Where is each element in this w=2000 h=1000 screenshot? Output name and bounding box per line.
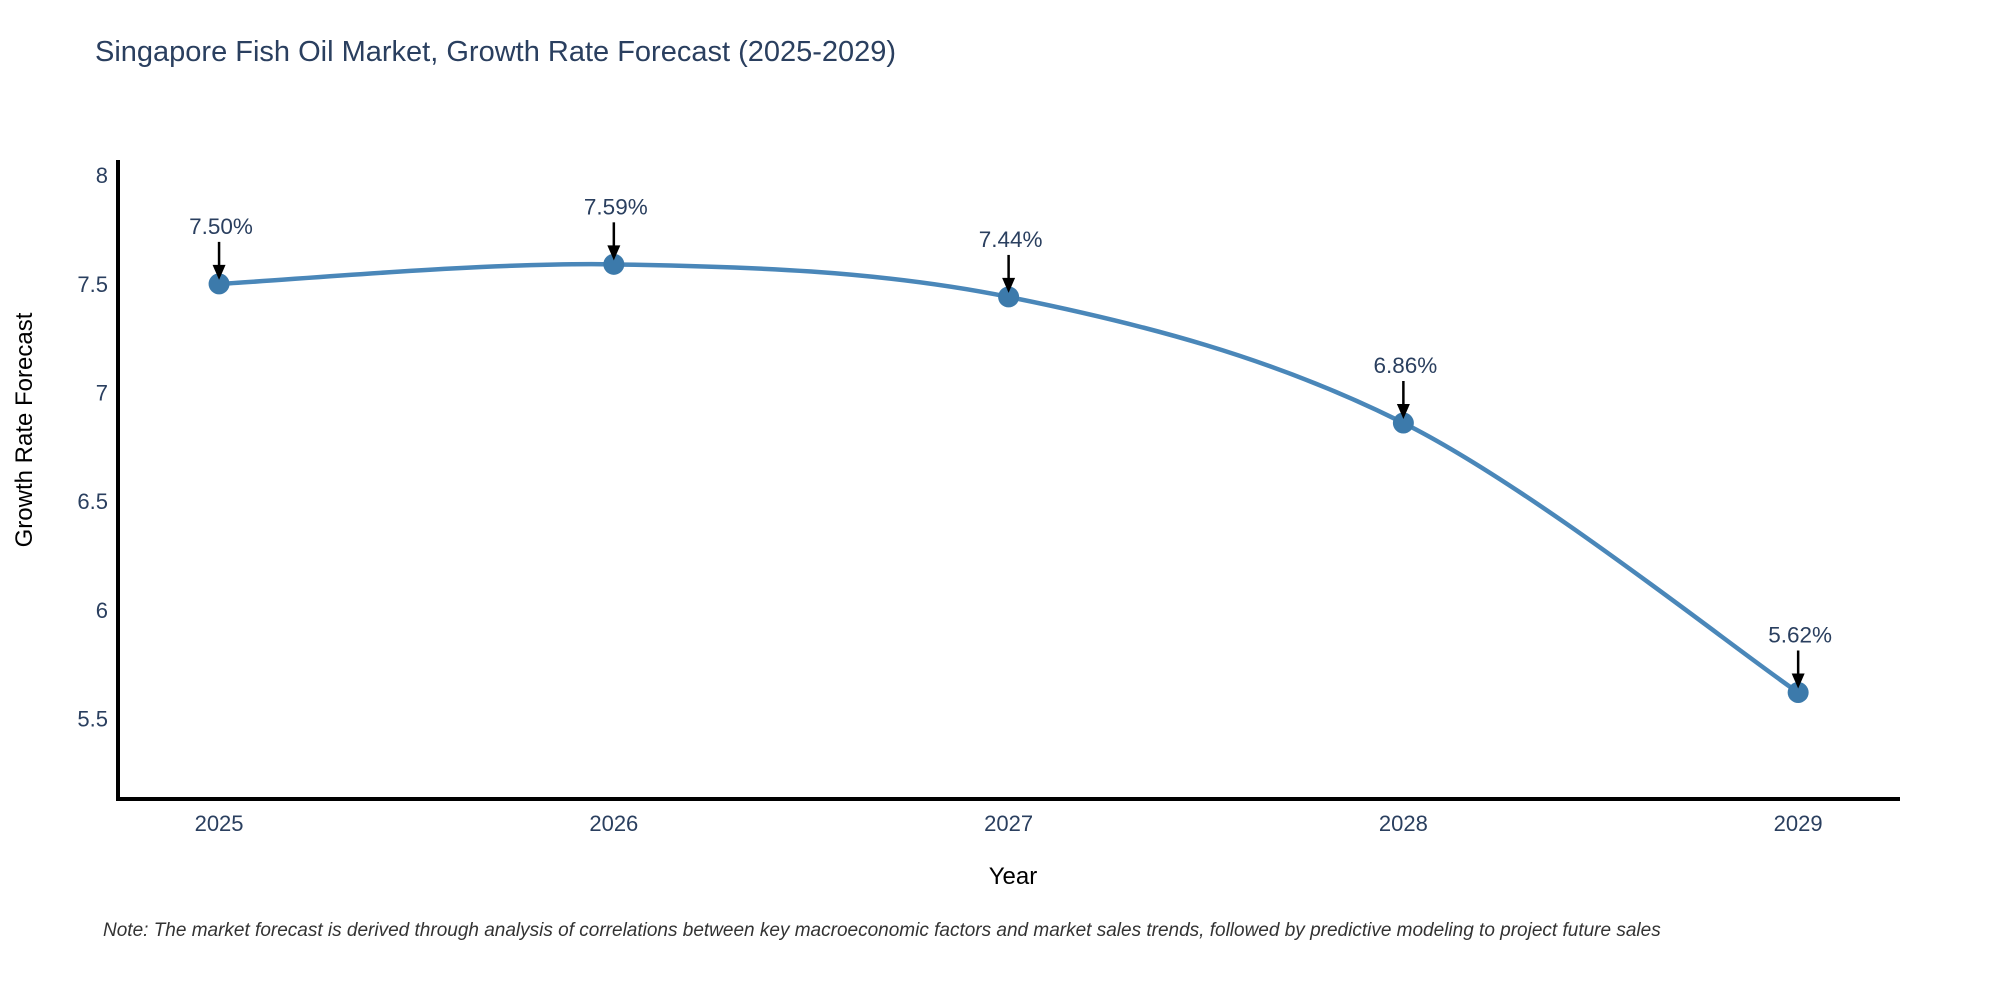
y-axis-title: Growth Rate Forecast <box>11 312 38 547</box>
annotation-label: 6.86% <box>1373 353 1437 378</box>
chart-title: Singapore Fish Oil Market, Growth Rate F… <box>95 36 897 68</box>
data-point <box>1392 412 1414 434</box>
x-tick-label: 2029 <box>1774 811 1823 836</box>
y-tick-label: 7 <box>96 381 108 406</box>
annotation-arrowhead <box>1002 277 1016 293</box>
y-tick-label: 6 <box>96 598 108 623</box>
footnote: Note: The market forecast is derived thr… <box>103 920 1661 941</box>
y-tick-label: 6.5 <box>77 489 108 514</box>
y-tick-label: 5.5 <box>77 707 108 732</box>
annotation-label: 7.44% <box>979 227 1043 252</box>
y-tick-label: 8 <box>96 163 108 188</box>
annotation-label: 7.50% <box>189 214 253 239</box>
axis-lines <box>116 160 1900 801</box>
x-tick-label: 2027 <box>984 811 1033 836</box>
annotation-label: 5.62% <box>1768 623 1832 648</box>
data-point <box>603 253 625 275</box>
x-axis-title: Year <box>989 863 1038 890</box>
annotation-label: 7.59% <box>584 194 648 219</box>
data-point <box>1787 682 1809 703</box>
x-tick-label: 2026 <box>589 811 638 836</box>
data-point <box>998 286 1020 308</box>
y-tick-label: 7.5 <box>77 272 108 297</box>
annotation-arrowhead <box>212 264 226 280</box>
x-tick-label: 2028 <box>1379 811 1428 836</box>
annotation-arrowhead <box>1396 403 1410 419</box>
annotation-arrowhead <box>1791 673 1805 689</box>
plot-area: 8 7.5 7 6.5 6 5.5 2025 2026 2027 2028 2029 7.50% 7.5… <box>77 160 1900 836</box>
x-tick-label: 2025 <box>195 811 244 836</box>
trend-line <box>216 261 1801 695</box>
data-point <box>208 273 230 295</box>
annotation-arrowhead <box>607 245 621 261</box>
